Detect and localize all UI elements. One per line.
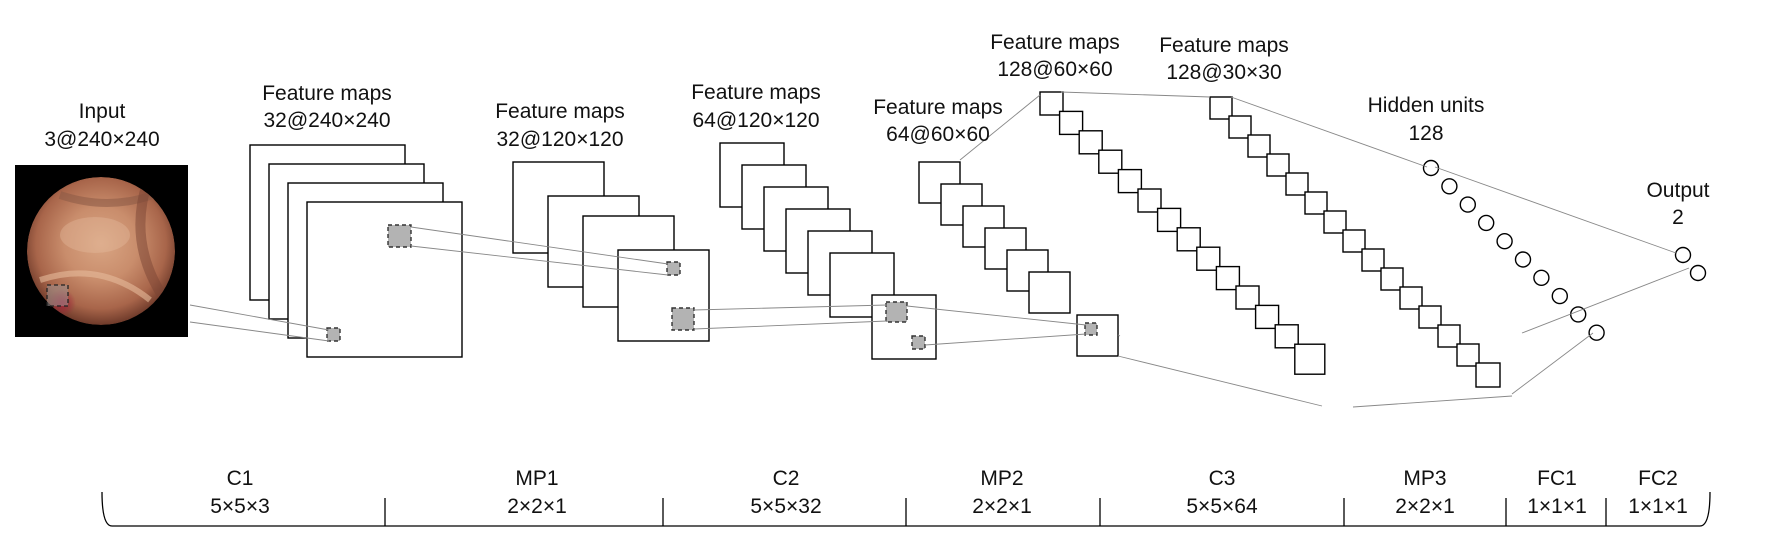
feature-map: [1304, 191, 1328, 215]
layer-kernel: 2×2×1: [507, 495, 567, 518]
feature-map: [1266, 153, 1290, 177]
input-dims: 3@240×240: [44, 128, 159, 151]
output-unit: [1674, 246, 1692, 264]
feature-map: [1117, 168, 1143, 194]
feature-maps-1-dims: 32@240×240: [263, 109, 390, 132]
feature-map: [1254, 304, 1280, 330]
layer-brace: [101, 491, 1711, 527]
feature-maps-3-dims: 64@120×120: [692, 109, 819, 132]
layer-kernel: 2×2×1: [1395, 495, 1455, 518]
layer-name: MP3: [1403, 467, 1446, 490]
output-title: Output: [1646, 179, 1709, 202]
feature-map: [1098, 149, 1123, 174]
feature-maps-4-title: Feature maps: [873, 96, 1003, 119]
feature-maps-stack-1: [249, 144, 463, 358]
layer-name: C3: [1209, 467, 1236, 490]
feature-maps-stack-3: [719, 142, 937, 360]
layer-kernel: 5×5×32: [750, 495, 821, 518]
layer-name: C1: [227, 467, 254, 490]
feature-map: [1196, 246, 1221, 271]
feature-map: [1294, 343, 1326, 375]
output-units: [1674, 246, 1707, 282]
hidden-unit: [1477, 214, 1495, 232]
feature-maps-stack-2: [512, 161, 710, 342]
feature-map: [1342, 229, 1366, 253]
feature-map: [1475, 362, 1501, 388]
output-unit: [1689, 264, 1707, 282]
feature-map: [1274, 324, 1299, 349]
feature-map: [1176, 227, 1201, 252]
feature-maps-1-title: Feature maps: [262, 82, 392, 105]
feature-map: [1418, 305, 1442, 329]
feature-map: [1285, 172, 1309, 196]
feature-map: [1137, 188, 1162, 213]
hidden-unit: [1588, 324, 1605, 341]
feature-map: [1361, 248, 1385, 272]
feature-maps-6-dims: 128@30×30: [1166, 61, 1281, 84]
feature-maps-2-title: Feature maps: [495, 100, 625, 123]
feature-map: [1078, 130, 1103, 155]
feature-map: [1209, 96, 1233, 120]
feature-maps-6-title: Feature maps: [1159, 34, 1289, 57]
layer-name: FC2: [1638, 467, 1678, 490]
hidden-unit: [1551, 287, 1569, 305]
feature-map: [1399, 286, 1423, 310]
feature-maps-5-dims: 128@60×60: [997, 58, 1112, 81]
hidden-unit: [1514, 251, 1532, 268]
feature-map: [1456, 343, 1480, 367]
layer-kernel: 1×1×1: [1527, 495, 1587, 518]
layer-kernel: 2×2×1: [972, 495, 1032, 518]
layer-kernel: 1×1×1: [1628, 495, 1688, 518]
feature-maps-3-title: Feature maps: [691, 81, 821, 104]
feature-maps-stack-5: [1039, 91, 1326, 375]
feature-map: [1235, 285, 1260, 310]
feature-map: [1039, 91, 1064, 116]
hidden-units-title: Hidden units: [1368, 94, 1485, 117]
layer-labels: C1 5×5×3 MP1 2×2×1 C2 5×5×32 MP2 2×2×1 C…: [210, 467, 1688, 518]
feature-maps-5-title: Feature maps: [990, 31, 1120, 54]
feature-map: [1323, 210, 1347, 234]
feature-map: [1380, 267, 1404, 291]
feature-maps-stack-4: [918, 161, 1119, 357]
output-count: 2: [1672, 206, 1684, 229]
input-title: Input: [79, 100, 126, 123]
layer-name: C2: [773, 467, 800, 490]
feature-map: [1215, 265, 1241, 291]
layer-name: FC1: [1537, 467, 1577, 490]
feature-map: [1437, 324, 1461, 348]
hidden-unit: [1533, 269, 1550, 286]
input-patch: [46, 284, 69, 307]
hidden-units-count: 128: [1408, 122, 1443, 145]
feature-maps-stack-6: [1209, 96, 1501, 388]
hidden-unit: [1422, 159, 1440, 177]
feature-map: [1058, 110, 1084, 136]
input-image: [15, 165, 188, 337]
layer-name: MP1: [515, 467, 558, 490]
layer-kernel: 5×5×64: [1186, 495, 1258, 518]
feature-maps-4-dims: 64@60×60: [886, 123, 990, 146]
hidden-unit: [1459, 196, 1477, 213]
feature-map: [1156, 207, 1182, 233]
hidden-unit: [1441, 178, 1458, 195]
feature-map: [1247, 134, 1271, 158]
connection-lines: [189, 91, 1690, 408]
hidden-units: [1422, 159, 1605, 341]
layer-name: MP2: [980, 467, 1023, 490]
layer-kernel: 5×5×3: [210, 495, 270, 518]
feature-map: [1228, 115, 1252, 139]
feature-maps-2-dims: 32@120×120: [496, 128, 623, 151]
hidden-unit: [1496, 232, 1513, 250]
